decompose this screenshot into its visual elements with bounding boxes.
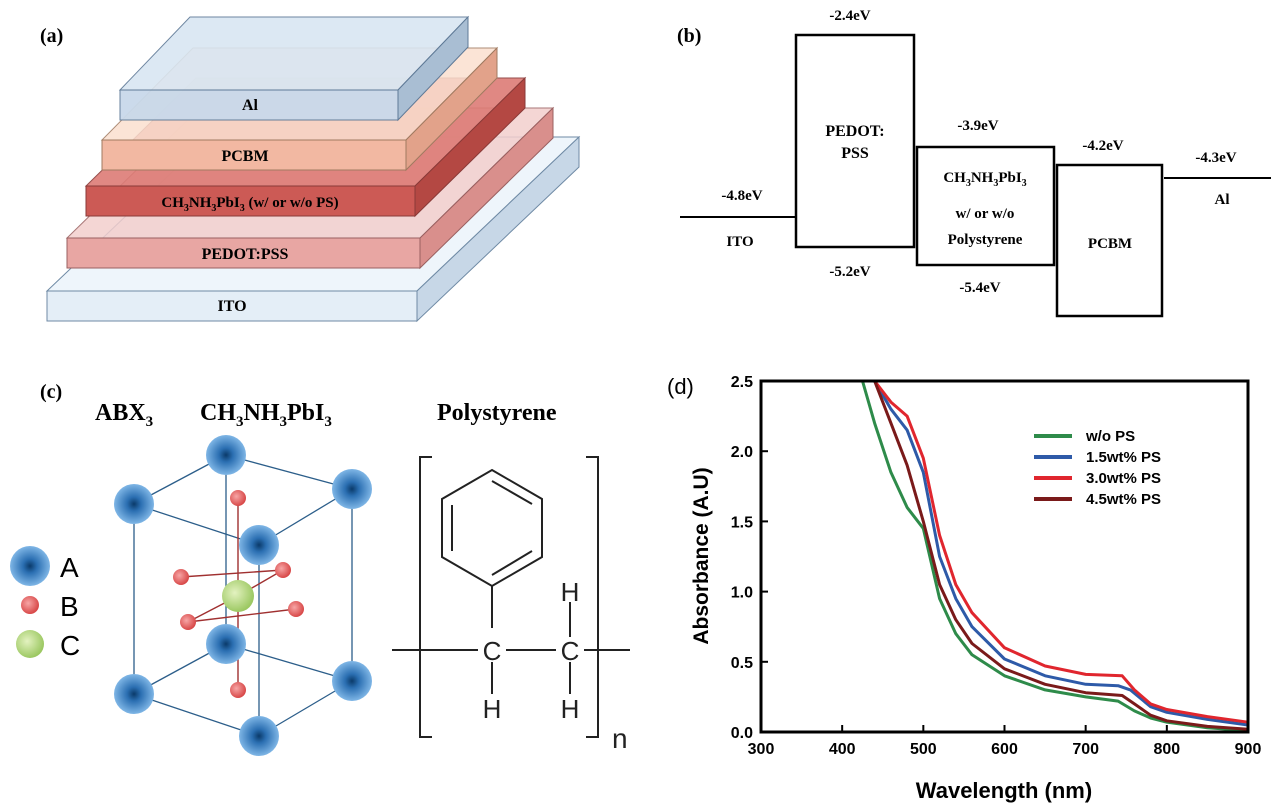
atom-b [230, 490, 246, 506]
chart-legend: w/o PS 1.5wt% PS 3.0wt% PS 4.5wt% PS [1034, 428, 1161, 508]
abx3-title: ABX3 [95, 400, 153, 430]
panel-b: (b) -4.8eV ITO -2.4eV PEDOT: PSS -5.2eV … [677, 8, 1271, 318]
atom-label-c1: C [483, 636, 502, 666]
x-tick-label: 500 [910, 741, 937, 758]
atom-a [206, 624, 246, 664]
perovskite-bottom-level: -5.4eV [959, 280, 1000, 296]
layer-perovskite-label: CH3NH3PbI3 (w/ or w/o PS) [161, 195, 338, 214]
atom-a [206, 435, 246, 475]
panel-b-label: (b) [677, 25, 701, 47]
pedot-name-line2: PSS [841, 145, 869, 162]
panel-a-label: (a) [40, 25, 63, 47]
pcbm-top-level: -4.2eV [1082, 138, 1123, 154]
layer-ito-label: ITO [217, 298, 246, 315]
perovskite-band-box [915, 145, 1056, 267]
panel-d-label: (d) [667, 374, 694, 399]
pcbm-band-box [1055, 163, 1164, 318]
atom-label-c2: C [561, 636, 580, 666]
panel-d: (d) Absorbance (A.U) Wavelength (nm) 300… [667, 374, 1261, 803]
pedot-top-level: -2.4eV [829, 8, 870, 24]
ito-level-value: -4.8eV [721, 188, 762, 204]
atom-a [239, 716, 279, 756]
y-axis-label: Absorbance (A.U) [690, 467, 713, 644]
y-tick-label: 1.5 [731, 514, 753, 531]
legend-label-1: w/o PS [1085, 428, 1135, 445]
pcbm-name: PCBM [1088, 236, 1132, 252]
plot-frame [759, 379, 1250, 734]
polystyrene-title: Polystyrene [437, 400, 557, 426]
atom-b [173, 569, 189, 585]
legend-label-c: C [60, 630, 80, 661]
al-name: Al [1215, 192, 1230, 208]
right-bracket [586, 456, 599, 738]
x-tick-label: 700 [1072, 741, 1099, 758]
repeat-subscript-n: n [612, 723, 628, 754]
layer-pedot-label: PEDOT:PSS [202, 246, 289, 263]
atom-b [288, 601, 304, 617]
perovskite-line2: w/ or w/o [956, 206, 1015, 222]
atom-a [114, 484, 154, 524]
layer-pcbm-label: PCBM [221, 148, 268, 165]
panel-c: (c) ABX3 CH3NH3PbI3 Polystyrene [10, 381, 630, 756]
y-tick-label: 2.0 [731, 444, 753, 461]
atom-b [275, 562, 291, 578]
x-tick-label: 800 [1153, 741, 1180, 758]
layer-al: Al [118, 15, 470, 122]
legend-label-2: 1.5wt% PS [1086, 449, 1161, 466]
y-tick-label: 2.5 [731, 374, 753, 391]
legend-label-4: 4.5wt% PS [1086, 491, 1161, 508]
panel-a: (a) ITO PEDOT:PSS CH3NH3PbI3 (w/ or w/o … [40, 15, 581, 323]
y-tick-label: 0.0 [731, 725, 753, 742]
series-line-3 [873, 380, 1249, 724]
benzene-ring [441, 468, 543, 588]
pedot-band-box [794, 33, 916, 249]
legend-label-b: B [60, 591, 79, 622]
x-tick-label: 900 [1235, 741, 1262, 758]
perovskite-formula: CH3NH3PbI3 [943, 170, 1026, 189]
atom-b [180, 614, 196, 630]
ito-name: ITO [726, 234, 753, 250]
y-tick-label: 0.5 [731, 655, 753, 672]
series-line-1 [861, 380, 1249, 733]
legend-swatch-a [10, 546, 50, 586]
perovskite-line3: Polystyrene [948, 232, 1023, 248]
a-atoms [114, 435, 372, 756]
atom-b [230, 682, 246, 698]
legend-label-a: A [60, 552, 79, 583]
series-line-4 [873, 380, 1249, 731]
layer-al-label: Al [242, 97, 259, 114]
y-tick-label: 1.0 [731, 585, 753, 602]
atom-label-h-bottom1: H [483, 694, 502, 724]
panel-c-label: (c) [40, 381, 62, 403]
x-tick-label: 400 [829, 741, 856, 758]
left-bracket [419, 456, 432, 738]
atom-a [114, 674, 154, 714]
polystyrene-structure [392, 456, 630, 738]
atom-label-h-top: H [561, 577, 580, 607]
atom-c [222, 580, 254, 612]
x-tick-label: 300 [748, 741, 775, 758]
series-line-2 [873, 380, 1249, 727]
legend-swatch-b [21, 596, 39, 614]
al-level-value: -4.3eV [1195, 150, 1236, 166]
pedot-bottom-level: -5.2eV [829, 264, 870, 280]
atom-legend: A B C [10, 546, 80, 661]
perovskite-top-level: -3.9eV [957, 118, 998, 134]
x-axis-label: Wavelength (nm) [916, 778, 1092, 803]
chart-lines [861, 380, 1249, 733]
atom-label-h-bottom2: H [561, 694, 580, 724]
atom-a [332, 469, 372, 509]
chart-ticks: 300 400 500 600 700 800 900 0.0 0.5 1.0 1.5 2.0 2.5 [731, 374, 1262, 758]
legend-label-3: 3.0wt% PS [1086, 470, 1161, 487]
atom-a [239, 525, 279, 565]
atom-a [332, 661, 372, 701]
formula-title: CH3NH3PbI3 [200, 400, 332, 430]
pedot-name-line1: PEDOT: [825, 123, 884, 140]
legend-swatch-c [16, 630, 44, 658]
x-tick-label: 600 [991, 741, 1018, 758]
